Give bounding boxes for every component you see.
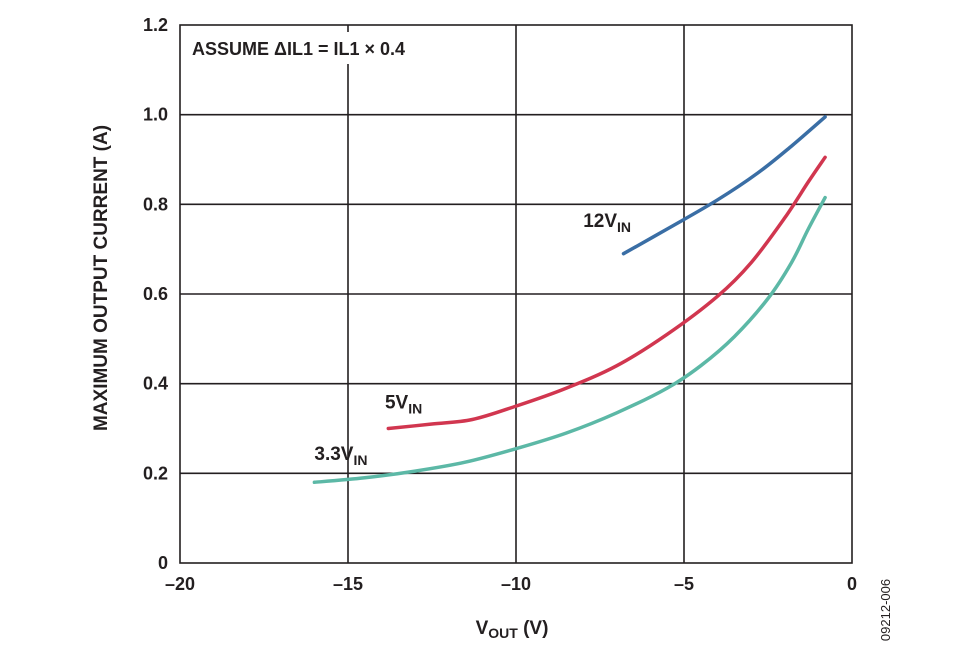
- annotation-background: [184, 32, 470, 64]
- y-tick-label: 0.8: [143, 194, 168, 214]
- tick-labels: –20 –15 –10 –5 0 0 0.2 0.4 0.6 0.8 1.0 1.2: [143, 15, 857, 594]
- series-label-2: 5VIN: [385, 392, 422, 416]
- series-labels: 12VIN 5VIN 3.3VIN: [314, 211, 631, 468]
- series-line-1: [621, 115, 827, 256]
- y-tick-label: 0.4: [143, 374, 168, 394]
- series-lines: [312, 115, 827, 485]
- figure-id: 09212-006: [878, 579, 893, 641]
- x-tick-label: –5: [674, 574, 694, 594]
- annotation-text: ASSUME ΔIL1 = IL1 × 0.4: [192, 39, 405, 59]
- x-tick-label: 0: [847, 574, 857, 594]
- y-tick-label: 0.6: [143, 284, 168, 304]
- y-axis-title: MAXIMUM OUTPUT CURRENT (A): [91, 125, 112, 431]
- grid: [180, 25, 852, 563]
- series-line-3: [312, 195, 827, 485]
- y-tick-label: 1.2: [143, 15, 168, 35]
- series-line-2: [386, 155, 827, 431]
- series-label-3: 3.3VIN: [314, 444, 367, 468]
- y-tick-label: 0.2: [143, 463, 168, 483]
- x-tick-label: –20: [165, 574, 195, 594]
- series-label-1: 12VIN: [583, 211, 631, 235]
- plot-frame: [179, 24, 853, 564]
- y-tick-label: 0: [158, 553, 168, 573]
- y-tick-label: 1.0: [143, 105, 168, 125]
- x-tick-label: –15: [333, 574, 363, 594]
- x-axis-title: VOUT (V): [476, 618, 549, 641]
- x-tick-label: –10: [501, 574, 531, 594]
